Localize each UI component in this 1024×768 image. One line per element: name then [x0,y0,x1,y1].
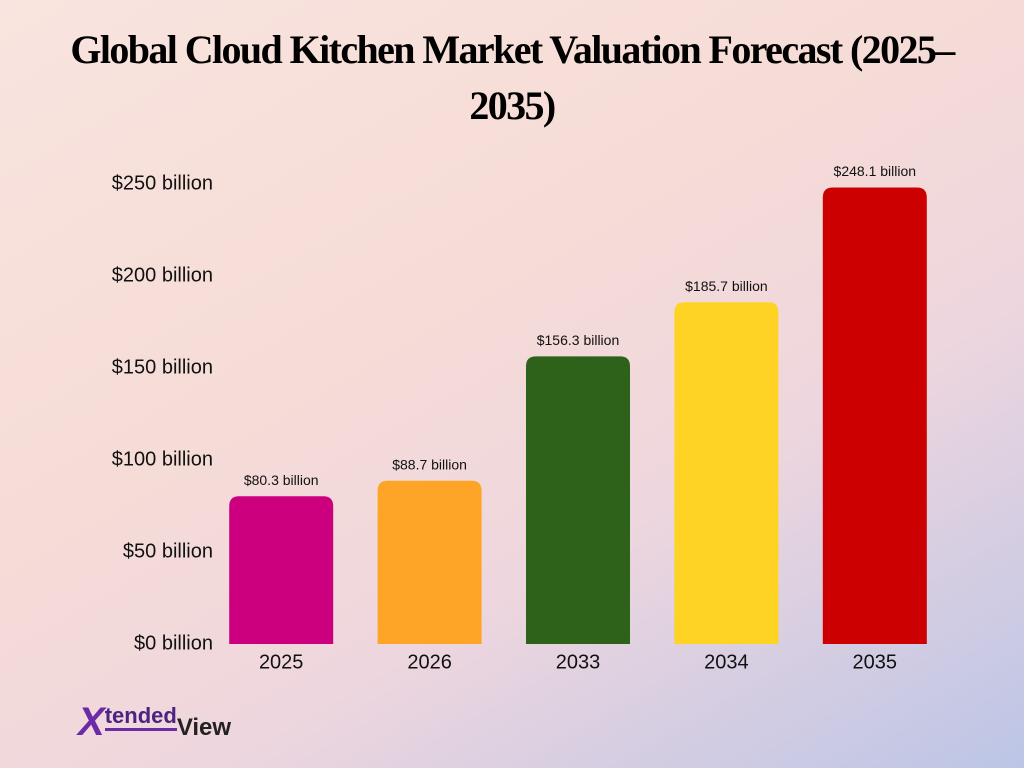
y-tick-label: $100 billion [112,448,213,470]
bar [674,302,779,644]
y-tick-label: $200 billion [112,264,213,286]
x-tick-label: 2034 [704,651,749,673]
bar [822,187,927,644]
chart-title: Global Cloud Kitchen Market Valuation Fo… [70,27,955,128]
value-label: $156.3 billion [537,332,620,348]
value-label: $80.3 billion [244,472,319,488]
x-tick-label: 2025 [259,651,304,673]
brand-initial: X [78,700,105,744]
value-label: $248.1 billion [834,163,917,179]
y-tick-label: $0 billion [134,632,213,654]
x-tick-label: 2033 [556,651,601,673]
bar [229,496,334,644]
value-label: $185.7 billion [685,278,768,294]
value-label: $88.7 billion [392,456,467,472]
brand-name: tended [104,703,177,731]
y-tick-label: $250 billion [112,172,213,194]
y-tick-label: $50 billion [123,540,213,562]
brand-logo: XtendedView [78,700,231,745]
brand-suffix: View [176,714,232,741]
x-tick-label: 2026 [407,651,452,673]
x-tick-label: 2035 [853,651,898,673]
bar [526,356,630,644]
bar [377,480,482,644]
y-tick-label: $150 billion [112,356,213,378]
